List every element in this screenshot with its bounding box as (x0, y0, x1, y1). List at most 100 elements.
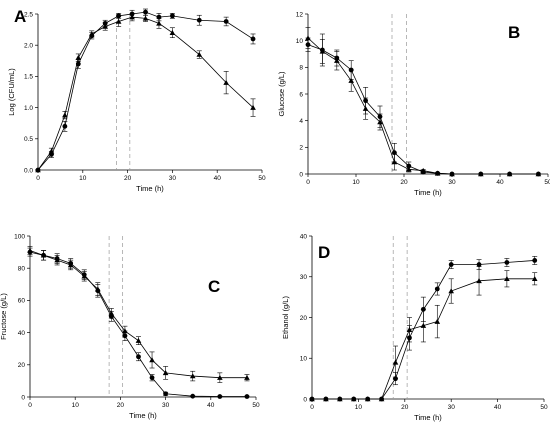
y-tick-label: 80 (18, 266, 26, 273)
x-tick-label: 20 (124, 175, 132, 182)
data-point-triangle (392, 359, 399, 365)
x-tick-label: 50 (252, 402, 260, 409)
x-tick-label: 40 (496, 179, 504, 186)
data-point-triangle (129, 14, 135, 20)
data-point-triangle (334, 57, 340, 63)
data-point-triangle (535, 171, 542, 177)
data-point-circle (116, 13, 122, 19)
data-point-triangle (323, 396, 329, 402)
panel-b: 0 10 20 30 40 50 0 2 4 6 8 10 12 Time (h) Glucose (g/L… (277, 11, 550, 197)
data-point-triangle (35, 167, 41, 173)
data-point-triangle (169, 29, 176, 35)
data-point-triangle (149, 357, 155, 363)
data-point-triangle (156, 20, 162, 26)
series-line (37, 11, 254, 171)
data-point-triangle (135, 337, 142, 343)
x-tick-label: 20 (117, 402, 125, 409)
y-tick-label: 4 (299, 118, 303, 125)
x-axis-label: Time (h) (414, 188, 442, 197)
data-point-triangle (337, 396, 343, 402)
data-point-triangle (478, 171, 484, 177)
y-tick-label: 40 (300, 233, 308, 240)
y-tick-label: 20 (18, 362, 26, 369)
data-point-triangle (420, 167, 426, 173)
panel-label: A (14, 7, 26, 26)
data-point-circle (244, 394, 250, 399)
y-tick-label: 10 (300, 356, 308, 363)
x-tick-label: 10 (79, 175, 87, 182)
x-tick-label: 10 (72, 402, 80, 409)
y-tick-label: 12 (296, 11, 304, 18)
data-point-triangle (189, 373, 196, 379)
data-point-triangle (378, 396, 385, 402)
x-tick-label: 30 (448, 404, 456, 411)
data-point-triangle (40, 252, 47, 258)
panel-label: D (318, 243, 330, 262)
data-point-triangle (504, 275, 510, 282)
y-tick-label: 8 (299, 65, 303, 72)
data-point-circle (250, 36, 256, 42)
y-tick-label: 0.0 (24, 167, 33, 174)
data-point-circle (170, 13, 175, 19)
data-point-triangle (309, 396, 315, 402)
panel-label: B (508, 23, 520, 42)
x-tick-label: 0 (310, 404, 314, 411)
data-point-triangle (406, 166, 412, 172)
data-point-circle (448, 262, 454, 267)
data-point-triangle (434, 318, 441, 324)
y-axis-label: Ethanol (g/L) (281, 296, 290, 339)
data-point-circle (163, 391, 169, 397)
y-tick-label: 30 (300, 274, 308, 281)
data-point-triangle (122, 328, 128, 334)
data-point-triangle (102, 23, 108, 29)
series-line (29, 250, 247, 379)
data-point-triangle (217, 374, 223, 380)
data-point-triangle (391, 159, 398, 165)
x-tick-label: 20 (400, 179, 408, 186)
series-line (37, 16, 254, 171)
data-point-triangle (377, 119, 383, 125)
data-point-triangle (348, 77, 354, 83)
data-point-circle (476, 262, 482, 267)
x-tick-label: 0 (28, 402, 32, 409)
y-tick-label: 6 (299, 91, 303, 98)
data-point-circle (406, 163, 412, 169)
data-point-triangle (448, 288, 454, 294)
data-point-circle (143, 9, 148, 15)
data-point-circle (532, 258, 538, 263)
data-point-triangle (196, 51, 203, 57)
x-tick-label: 40 (494, 404, 502, 411)
y-tick-label: 0 (303, 396, 307, 403)
y-tick-label: 60 (18, 298, 26, 305)
x-tick-label: 10 (352, 179, 360, 186)
y-tick-label: 0.5 (24, 136, 33, 143)
data-point-triangle (250, 104, 256, 110)
data-point-triangle (75, 54, 82, 60)
panel-d: 0 10 20 30 40 50 0 10 20 30 40 Time (h) Ethanol (g/L… (281, 233, 548, 422)
data-point-triangle (81, 273, 88, 279)
x-tick-label: 50 (544, 179, 550, 186)
data-point-circle (217, 394, 223, 399)
data-point-triangle (476, 278, 482, 284)
data-point-triangle (27, 247, 33, 253)
y-tick-label: 40 (18, 330, 26, 337)
x-tick-label: 0 (36, 175, 40, 182)
x-tick-label: 30 (169, 175, 177, 182)
x-tick-label: 30 (448, 179, 456, 186)
series-line (307, 37, 539, 175)
x-axis-label: Time (h) (414, 413, 442, 422)
data-point-triangle (67, 262, 74, 268)
data-point-triangle (162, 370, 169, 376)
data-point-triangle (449, 171, 455, 177)
data-point-triangle (406, 326, 413, 332)
x-tick-label: 50 (258, 175, 266, 182)
data-point-triangle (108, 310, 115, 316)
data-point-triangle (62, 112, 68, 118)
data-point-triangle (434, 170, 441, 176)
data-point-triangle (350, 396, 357, 402)
y-tick-label: 10 (296, 38, 304, 45)
series-line (312, 278, 535, 400)
data-point-triangle (244, 374, 250, 380)
data-point-circle (190, 393, 196, 399)
x-tick-label: 40 (214, 175, 222, 182)
